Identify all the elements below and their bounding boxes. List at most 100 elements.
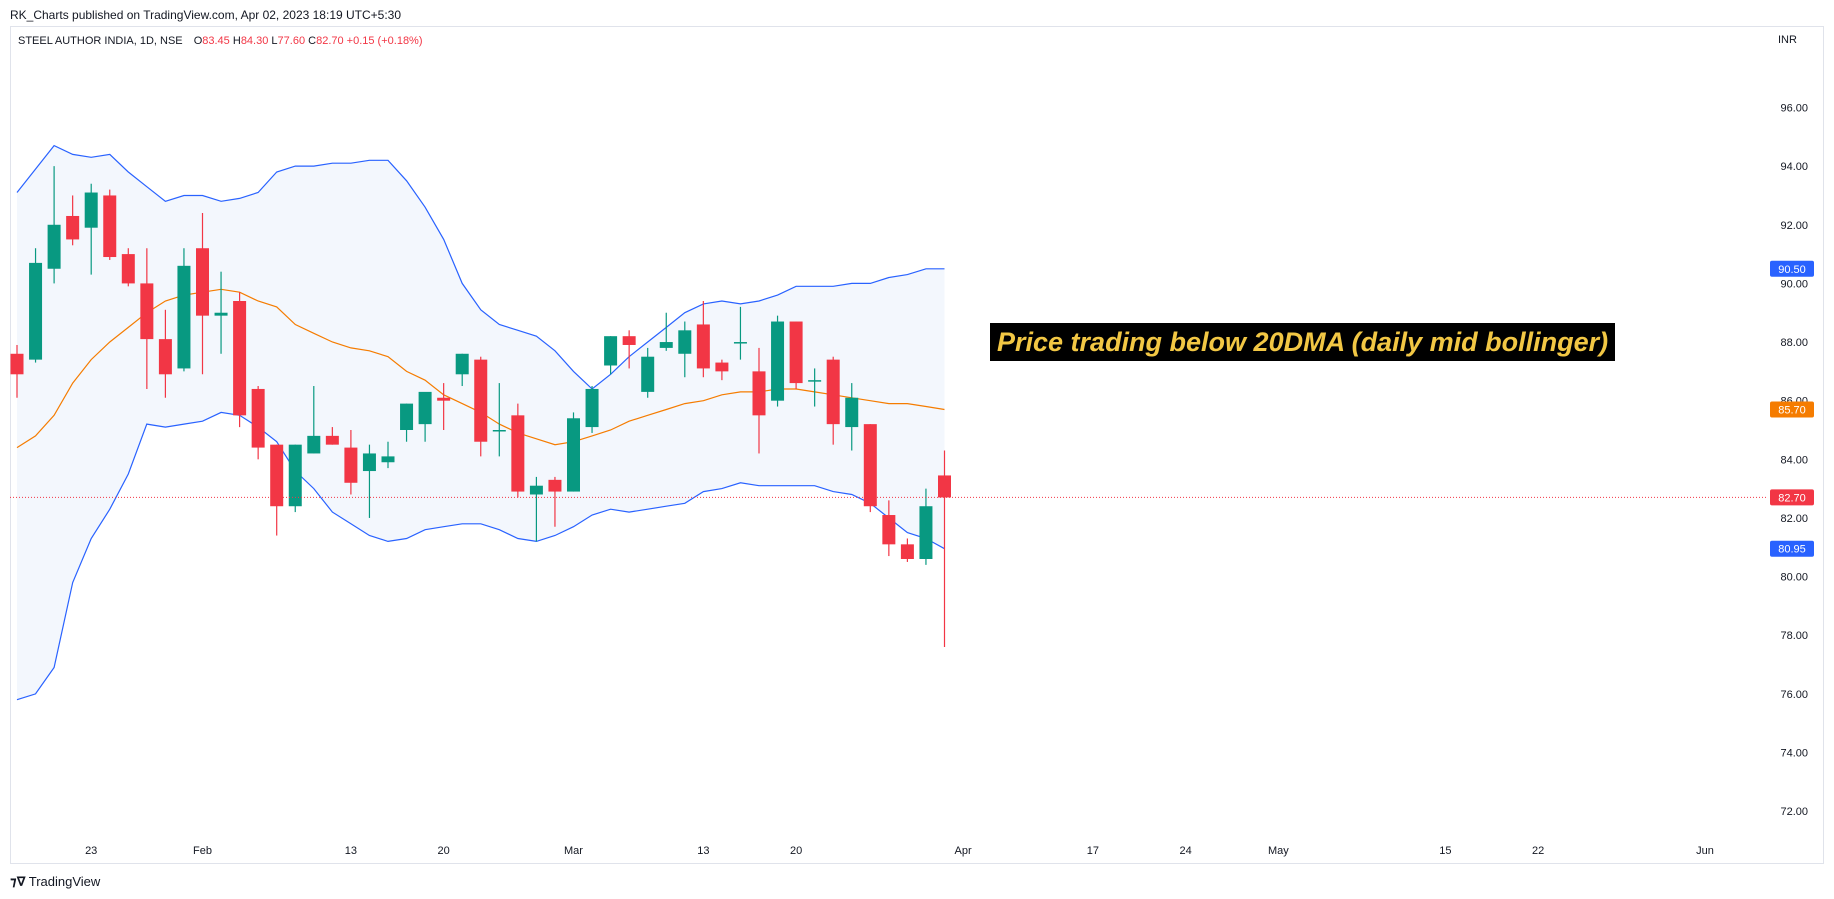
candle[interactable] [270,444,284,536]
candle[interactable] [529,476,543,542]
x-tick-label: 20 [790,845,802,857]
candle-body [437,397,451,401]
candle[interactable] [103,189,117,260]
candle-body [474,359,488,442]
candle[interactable] [789,321,803,389]
candle[interactable] [622,330,636,369]
annotation-text[interactable]: Price trading below 20DMA (daily mid bol… [990,323,1616,361]
y-tick-label: 88.00 [1780,337,1808,349]
price-badge-bg [1770,401,1814,418]
candle[interactable] [863,424,877,513]
legend-change: +0.15 (+0.18%) [346,35,423,47]
legend-open-label: O [193,35,203,47]
candle-body [196,248,209,316]
legend-low-value: 77.60 [277,35,306,47]
candle-body [66,215,80,240]
candle-body [29,262,43,360]
candle-body [400,403,414,430]
candle[interactable] [418,391,432,442]
price-badge-lower: 80.95 [1770,540,1814,557]
symbol-title[interactable]: STEEL AUTHOR INDIA, 1D, NSE [18,35,183,47]
candle[interactable] [233,292,247,428]
candle[interactable] [400,403,414,442]
candle[interactable] [604,336,618,375]
candle[interactable] [567,412,580,492]
x-tick-label: 20 [438,845,450,857]
candle-body [511,415,525,492]
candle[interactable] [938,450,951,647]
candle[interactable] [158,309,172,398]
tradingview-logo-icon: ⁊∇ [10,874,26,889]
candle[interactable] [214,271,228,354]
lower-band-line[interactable] [16,411,945,701]
candle[interactable] [733,306,747,360]
chart-frame [10,26,1824,864]
candle[interactable] [177,248,191,372]
candle[interactable] [196,213,209,375]
price-badge-last: 82.70 [1770,489,1814,506]
candle[interactable] [585,386,599,433]
candle-body [659,342,673,348]
candle[interactable] [47,166,61,284]
candle[interactable] [251,386,265,460]
x-tick-label: 17 [1087,845,1099,857]
candle[interactable] [752,347,766,454]
candle[interactable] [29,248,43,363]
upper-band-line[interactable] [16,144,945,390]
candle[interactable] [140,248,154,389]
candle[interactable] [826,356,840,445]
candle[interactable] [437,383,451,430]
time-axis[interactable]: 23 Feb 13 20 Mar 13 20 Apr 17 24 May 15 22 Jun [85,845,1714,857]
candle[interactable] [381,441,395,469]
candle[interactable] [307,386,321,454]
candle[interactable] [455,353,469,387]
y-tick-label: 94.00 [1780,161,1808,173]
candle[interactable] [548,476,562,527]
candle-body [214,312,228,316]
candle[interactable] [84,183,98,275]
candle[interactable] [344,430,358,495]
candle[interactable] [325,427,339,445]
candle[interactable] [808,368,822,407]
candle[interactable] [659,312,673,351]
tradingview-brand[interactable]: ⁊∇ TradingView [10,874,100,890]
price-badge-upper: 90.50 [1770,260,1814,277]
candle[interactable] [474,356,488,457]
candle[interactable] [845,383,859,451]
candle-body [808,380,822,382]
candle[interactable] [362,444,376,518]
candle[interactable] [678,321,692,378]
candle[interactable] [715,359,729,381]
x-tick-label: Feb [193,845,212,857]
candle[interactable] [492,383,506,457]
y-tick-label: 76.00 [1780,689,1808,701]
candle-body [325,435,339,445]
candle-body [103,195,117,258]
candle[interactable] [10,344,24,398]
candle[interactable] [121,248,135,287]
candle[interactable] [882,500,896,557]
candle-body [455,353,469,375]
y-tick-label: 84.00 [1780,454,1808,466]
candle[interactable] [919,488,933,565]
candle[interactable] [771,315,785,407]
candle[interactable] [641,347,655,398]
candle-body [604,336,618,366]
candle[interactable] [696,301,710,378]
x-tick-label: 23 [85,845,97,857]
y-tick-label: 78.00 [1780,630,1808,642]
legend-open-value: 83.45 [202,35,230,47]
candle[interactable] [288,444,302,513]
candle-body [641,356,655,392]
price-badge-label: 80.95 [1778,544,1806,556]
candle[interactable] [900,538,914,562]
candle-body [678,330,692,354]
candle[interactable] [511,403,525,498]
price-axis[interactable]: 96.0094.0092.0090.0088.0086.0084.0082.00… [1780,103,1808,819]
candle-body [418,391,432,425]
candle[interactable] [66,195,80,246]
candle-body [307,435,321,454]
price-badge-label: 82.70 [1778,492,1806,504]
currency-label[interactable]: INR [1778,34,1797,46]
